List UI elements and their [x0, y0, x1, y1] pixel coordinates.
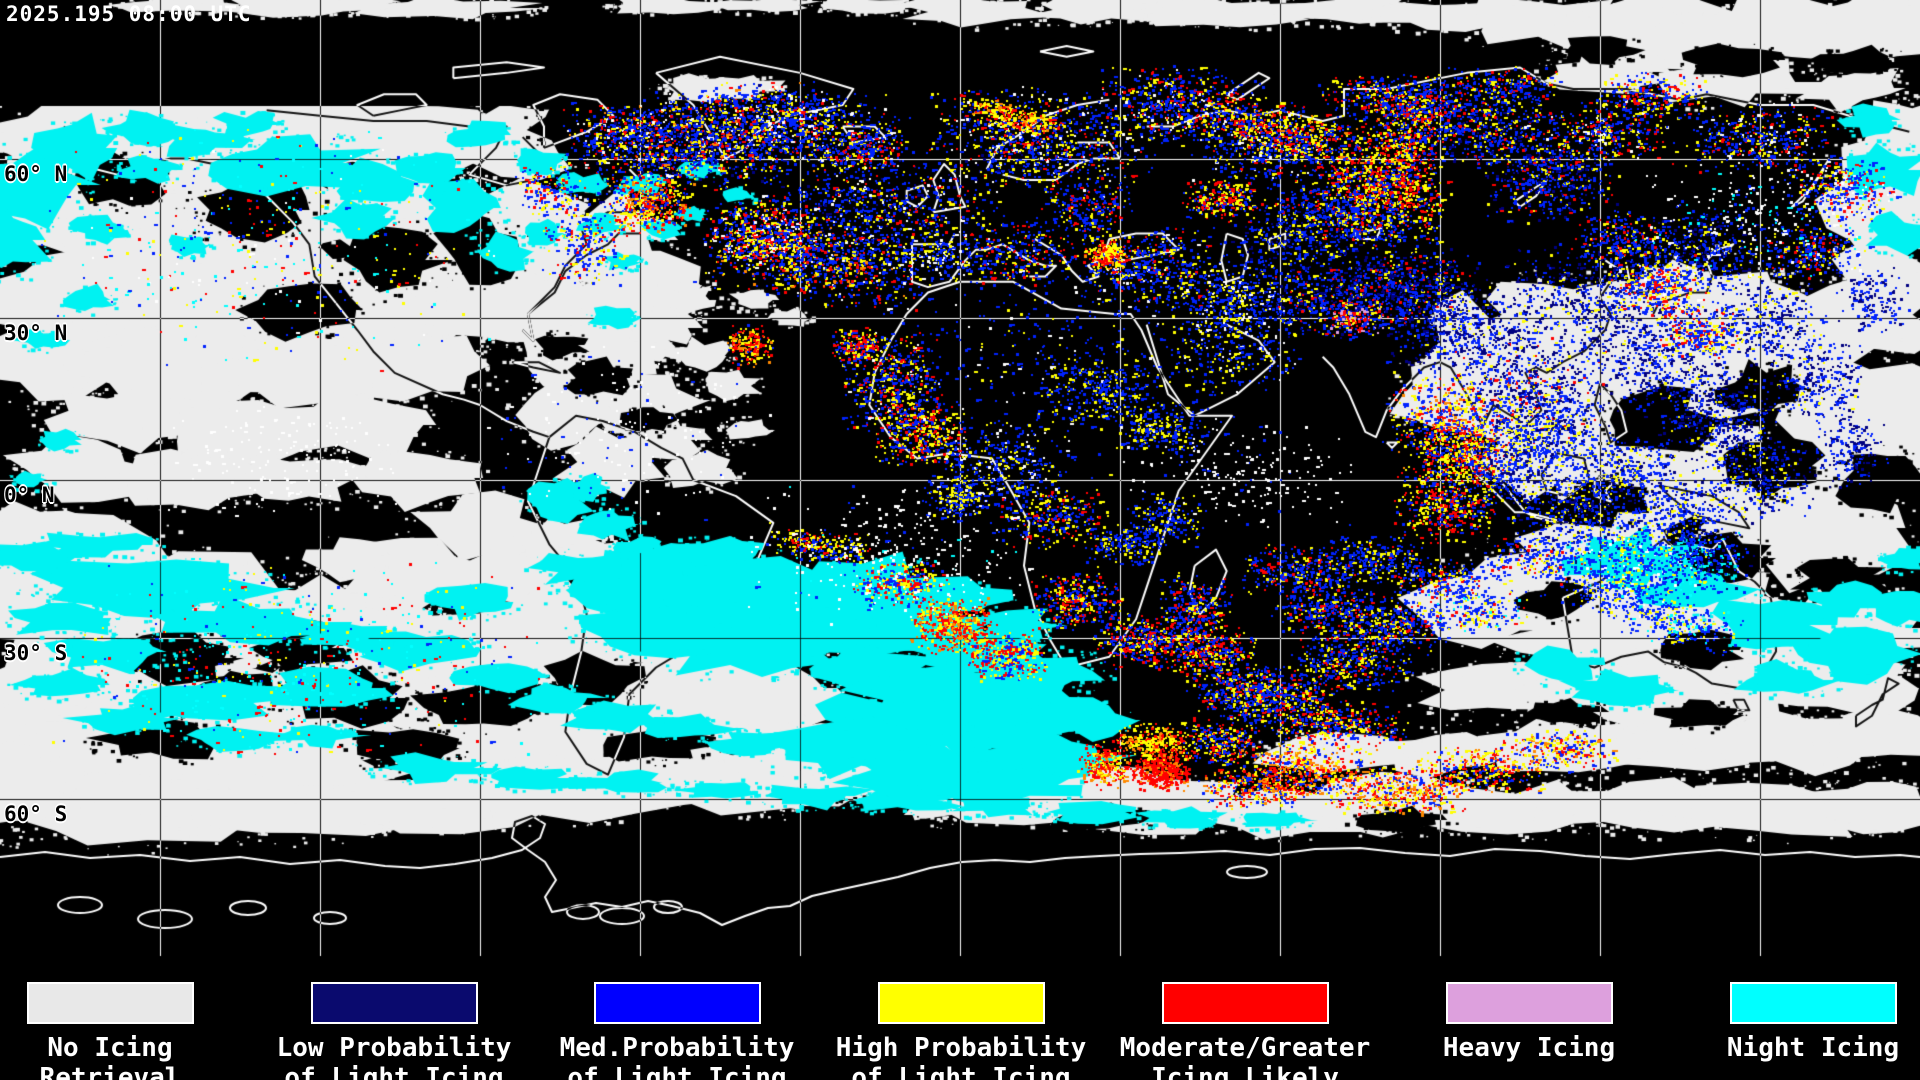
latitude-label: 30° N — [4, 321, 68, 345]
latitude-label: 60° N — [4, 162, 68, 186]
latitude-label: 0° N — [4, 483, 55, 507]
timestamp-label: 2025.195 08:00 UTC — [6, 2, 252, 26]
latitude-label: 30° S — [4, 641, 68, 665]
latitude-label: 60° S — [4, 802, 68, 826]
